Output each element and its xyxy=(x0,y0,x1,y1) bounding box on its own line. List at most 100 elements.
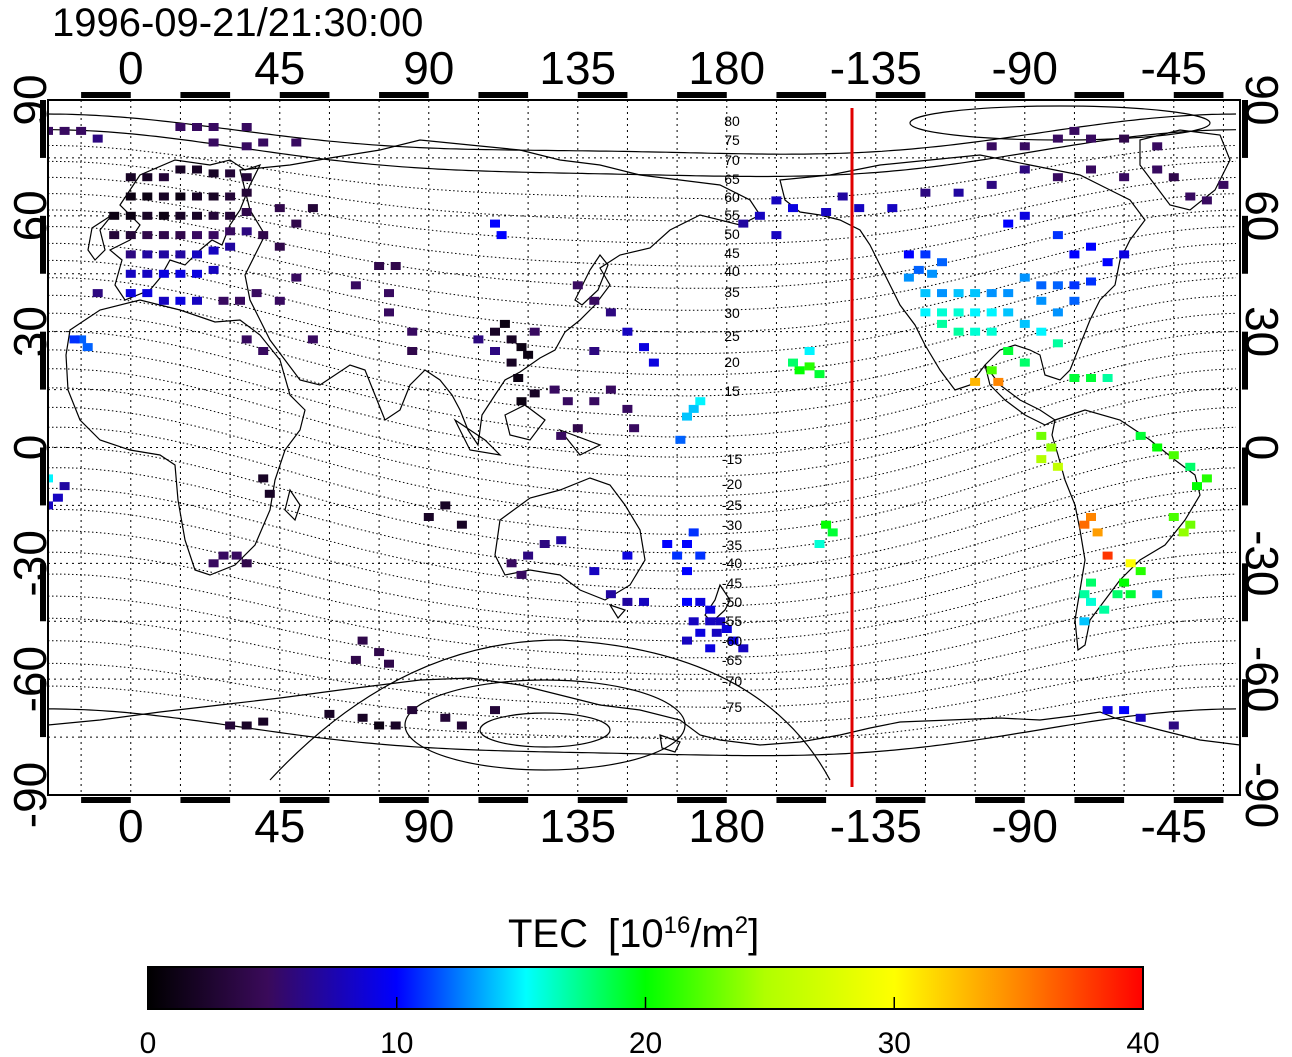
top-lon-tick-label: 180 xyxy=(688,42,765,94)
graticule-grid xyxy=(48,100,1240,795)
right-axis-bar xyxy=(1242,563,1248,622)
tec-cell xyxy=(175,231,186,240)
tec-cell xyxy=(903,273,914,282)
tec-cell xyxy=(407,327,418,336)
contour-label: 55 xyxy=(724,207,740,223)
tec-cell xyxy=(1036,281,1047,290)
magnetic-contour xyxy=(48,617,1237,692)
contour-label: -30 xyxy=(722,517,742,533)
tec-cell xyxy=(1036,327,1047,336)
tec-cell xyxy=(258,717,269,726)
tec-cell xyxy=(721,625,732,633)
tec-cell xyxy=(1086,242,1096,251)
contour-label: 15 xyxy=(724,383,740,399)
tec-cell xyxy=(1178,528,1189,537)
top-lon-tick-label: -45 xyxy=(1141,42,1207,94)
tec-cell xyxy=(970,308,981,317)
tec-cell xyxy=(374,721,385,730)
tec-cell xyxy=(589,296,600,305)
colorbar-tick-label: 0 xyxy=(140,1027,157,1057)
tec-cell xyxy=(92,289,103,298)
tec-cell xyxy=(1036,431,1047,440)
tec-cell xyxy=(605,590,616,599)
map-frame xyxy=(47,99,1241,796)
south-pole-contour-wide xyxy=(269,639,831,781)
tec-cell xyxy=(374,648,385,657)
tec-cell xyxy=(1046,443,1057,452)
bottom-axis-bar xyxy=(776,797,827,803)
tec-cell xyxy=(1102,374,1113,382)
tec-cell xyxy=(1019,142,1030,151)
bottom-lon-tick-label: 45 xyxy=(254,800,305,852)
bottom-longitude-ticks: 0 45 90 135 180 -135 -90 -45 xyxy=(81,797,1224,852)
tec-cell xyxy=(675,435,686,444)
left-axis-bar xyxy=(40,100,46,158)
tec-cell xyxy=(794,366,805,375)
tec-cell xyxy=(1079,520,1090,529)
tec-cell xyxy=(175,269,186,278)
tec-cell xyxy=(927,269,938,278)
magnetic-contour xyxy=(48,145,1237,200)
top-longitude-ticks: 0 45 90 135 180 -135 -90 -45 xyxy=(81,42,1224,98)
tec-cell xyxy=(1152,142,1163,151)
tec-cell xyxy=(1192,482,1202,491)
magnetic-contour xyxy=(48,226,1237,311)
contour-label: 65 xyxy=(724,171,740,187)
right-lat-tick-label: -90 xyxy=(1236,762,1288,828)
tec-cell xyxy=(1086,513,1096,521)
bottom-lon-tick-label: 180 xyxy=(688,800,765,852)
tec-cell xyxy=(158,296,169,305)
top-axis-bar xyxy=(379,92,429,98)
tec-cell xyxy=(953,289,964,298)
tec-cell xyxy=(192,192,202,201)
top-axis-bar xyxy=(975,92,1025,98)
tec-cell xyxy=(672,551,683,560)
left-axis-bar xyxy=(40,447,46,506)
tec-cell xyxy=(705,644,716,653)
tec-cell xyxy=(208,265,219,274)
bottom-axis-bar xyxy=(279,797,330,803)
tec-cell xyxy=(175,192,186,201)
tec-cell xyxy=(937,308,947,317)
tec-cell xyxy=(48,126,53,135)
tec-cell xyxy=(1185,520,1196,529)
tec-cell xyxy=(695,597,706,606)
tec-cell xyxy=(125,289,136,298)
tec-cell xyxy=(738,644,749,653)
tec-cell xyxy=(804,362,815,371)
magnetic-contour xyxy=(48,685,1236,740)
tec-cell xyxy=(1168,451,1179,460)
top-axis-bar xyxy=(776,92,827,98)
tec-cell xyxy=(1218,180,1229,189)
tec-cell xyxy=(307,204,318,213)
tec-cell xyxy=(225,227,236,236)
tec-cell xyxy=(953,327,964,336)
tec-cell xyxy=(496,231,507,240)
tec-cell xyxy=(258,347,269,355)
tec-cell xyxy=(241,208,252,216)
top-lon-tick-label: 0 xyxy=(118,42,144,94)
tec-cell xyxy=(1152,443,1163,452)
magnetic-contour xyxy=(48,573,1237,659)
tec-cell xyxy=(821,520,832,529)
tec-cell xyxy=(682,540,692,548)
right-axis-bar xyxy=(1242,331,1248,390)
tec-cell xyxy=(1069,126,1080,135)
tec-cell xyxy=(986,289,997,298)
tec-cell xyxy=(1092,528,1103,537)
tec-cell xyxy=(1119,578,1130,587)
contour-label: -70 xyxy=(722,673,742,689)
tec-cell xyxy=(705,605,716,614)
magnetic-contour xyxy=(48,294,1237,397)
tec-cell xyxy=(48,474,53,483)
tec-cell xyxy=(208,211,219,220)
tec-cell xyxy=(125,173,136,182)
tec-cell xyxy=(1019,273,1030,282)
tec-cell xyxy=(241,721,252,730)
tec-cell xyxy=(473,335,484,344)
top-axis-bar xyxy=(577,92,628,98)
tec-cell xyxy=(490,706,500,715)
tec-cell xyxy=(384,659,394,668)
tec-cell xyxy=(1152,590,1163,599)
